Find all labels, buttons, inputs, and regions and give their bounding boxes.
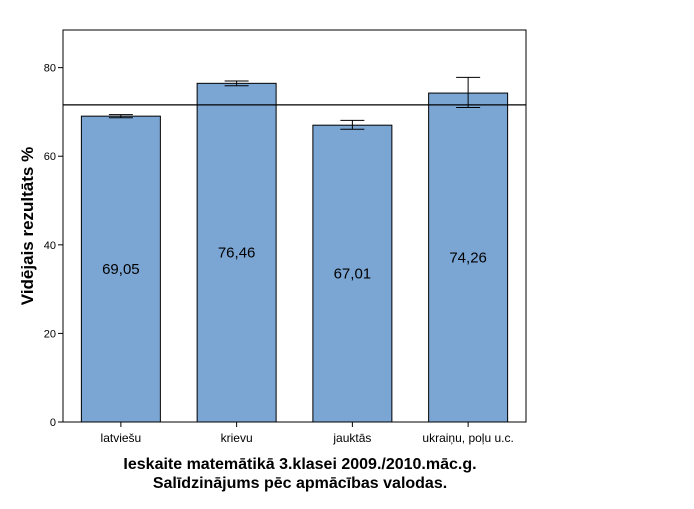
x-tick-label-2: jauktās — [332, 431, 371, 445]
data-label-0: 69,05 — [102, 261, 140, 278]
y-tick-label-1: 20 — [44, 328, 56, 340]
y-tick-label-2: 40 — [44, 240, 56, 252]
x-tick-label-3: ukraiņu, poļu u.c. — [422, 431, 513, 445]
data-label-1: 76,46 — [218, 245, 256, 262]
y-tick-label-3: 60 — [44, 151, 56, 163]
bar-1 — [196, 82, 277, 423]
x-axis-label-line-2: Salīdzinājums pēc apmācības valodas. — [152, 475, 448, 492]
x-tick-label-1: krievu — [221, 431, 253, 445]
x-axis-label-line-1: Ieskaite matemātikā 3.klasei 2009./2010.… — [123, 456, 477, 473]
x-tick-label-0: latviešu — [101, 431, 142, 445]
bar-3 — [428, 92, 509, 423]
data-label-2: 67,01 — [334, 266, 372, 283]
y-axis-label: Vidējais rezultāts % — [18, 147, 37, 305]
plot-frame — [62, 29, 527, 423]
y-tick-label-4: 80 — [44, 63, 56, 75]
bar-2 — [312, 124, 393, 423]
plot-area: 0 20 40 60 80 69,05 latviešu 76,46 krievu 67,01 ja… — [44, 29, 527, 445]
data-label-3: 74,26 — [449, 250, 487, 267]
y-tick-label-0: 0 — [50, 417, 56, 429]
